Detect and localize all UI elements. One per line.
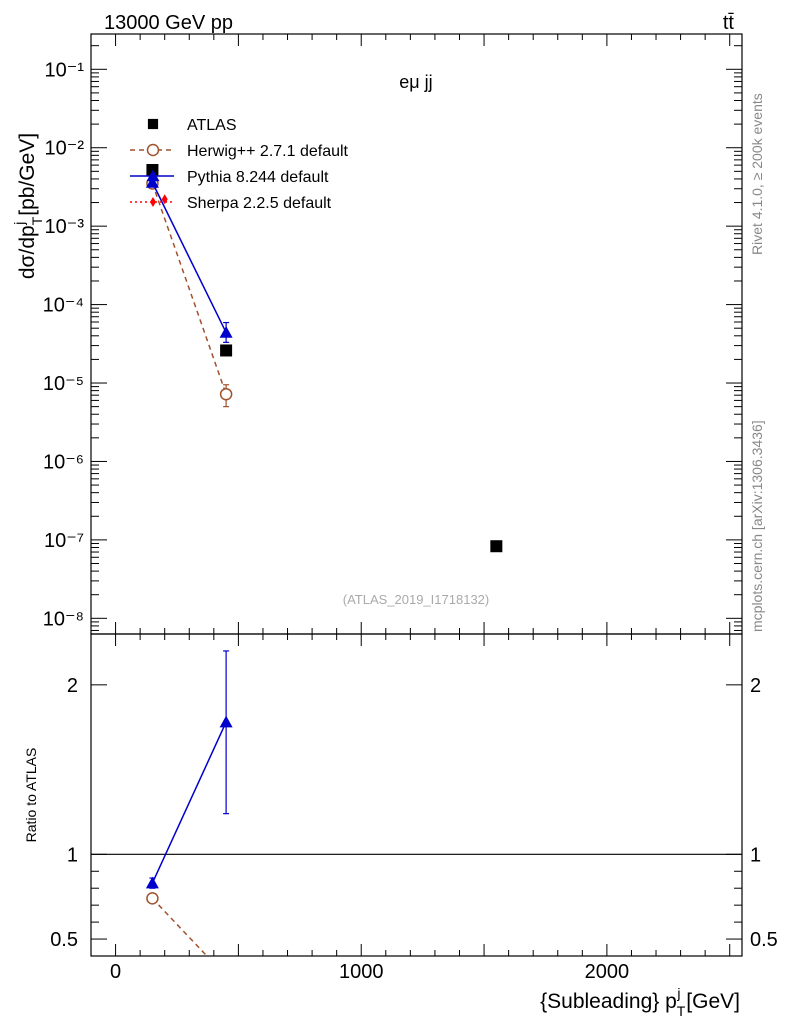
x-tick-label: 1000 [339, 961, 384, 983]
marker-diamond [150, 197, 156, 207]
y-tick-label: 10⁻⁴ [43, 295, 84, 317]
x-tick-label: 0 [110, 961, 121, 983]
axis-ticks: 0 1000 2000 10⁻⁸ 10⁻⁷ 10⁻⁶ 10⁻⁵ 10⁻⁴ 10⁻³ 10⁻² 10⁻… [43, 34, 778, 983]
marker-triangle [145, 176, 159, 188]
header-right: tt̄ [723, 12, 735, 34]
ratio-y-tick-label: 2 [67, 675, 78, 697]
marker-square [146, 163, 159, 176]
series-line [151, 182, 227, 333]
y-tick-label: 10⁻¹ [45, 59, 85, 81]
ratio-y-tick-label-right: 2 [750, 675, 761, 697]
legend-label: Herwig++ 2.7.1 default [187, 143, 349, 160]
legend: ATLAS Herwig++ 2.7.1 default Pythia 8.244 … [130, 117, 349, 212]
analysis-tag: (ATLAS_2019_I1718132) [343, 592, 489, 607]
legend-label: Sherpa 2.2.5 default [187, 195, 332, 212]
main-plot-area [145, 163, 503, 553]
ratio-plot-area [91, 650, 742, 956]
y-tick-label: 10⁻² [45, 138, 85, 160]
marker-square [220, 344, 233, 357]
ratio-line [151, 897, 208, 956]
ratio-series-group [145, 650, 233, 956]
marker-triangle [145, 876, 159, 889]
ratio-y-tick-label: 1 [67, 844, 78, 866]
series-line [151, 183, 227, 395]
y-tick-label: 10⁻⁵ [43, 373, 84, 395]
plot-title: eμ jj [399, 72, 432, 92]
marker-circle [146, 892, 159, 905]
ratio-y-tick-label: 0.5 [50, 929, 78, 951]
marker-square [490, 540, 503, 553]
legend-label: ATLAS [187, 117, 237, 134]
ratio-line [151, 721, 227, 884]
header-left: 13000 GeV pp [104, 12, 233, 34]
ratio-axis-label: Ratio to ATLAS [23, 748, 39, 843]
marker-square [147, 118, 159, 130]
y-tick-label: 10⁻⁶ [43, 451, 84, 473]
y-tick-label: 10⁻⁷ [44, 530, 84, 552]
ratio-y-tick-label-right: 1 [750, 844, 761, 866]
ratio-y-tick-label-right: 0.5 [750, 929, 778, 951]
y-axis-label: dσ/dpTj [pb/GeV] [11, 133, 45, 279]
y-tick-label: 10⁻³ [45, 216, 85, 238]
marker-triangle [219, 326, 233, 338]
marker-circle [219, 387, 233, 401]
legend-label: Pythia 8.244 default [187, 169, 329, 186]
marker-triangle [146, 169, 160, 182]
x-axis-label: {Subleading} pTj [GeV] [540, 985, 740, 1019]
y-tick-label: 10⁻⁸ [43, 608, 84, 630]
ratio-panel-frame [90, 633, 743, 957]
marker-triangle [219, 715, 233, 728]
rivet-label: Rivet 4.1.0, ≥ 200k events [749, 93, 765, 255]
source-label: mcplots.cern.ch [arXiv:1306.3436] [749, 420, 765, 632]
x-tick-label: 2000 [585, 961, 630, 983]
marker-circle [146, 143, 160, 157]
